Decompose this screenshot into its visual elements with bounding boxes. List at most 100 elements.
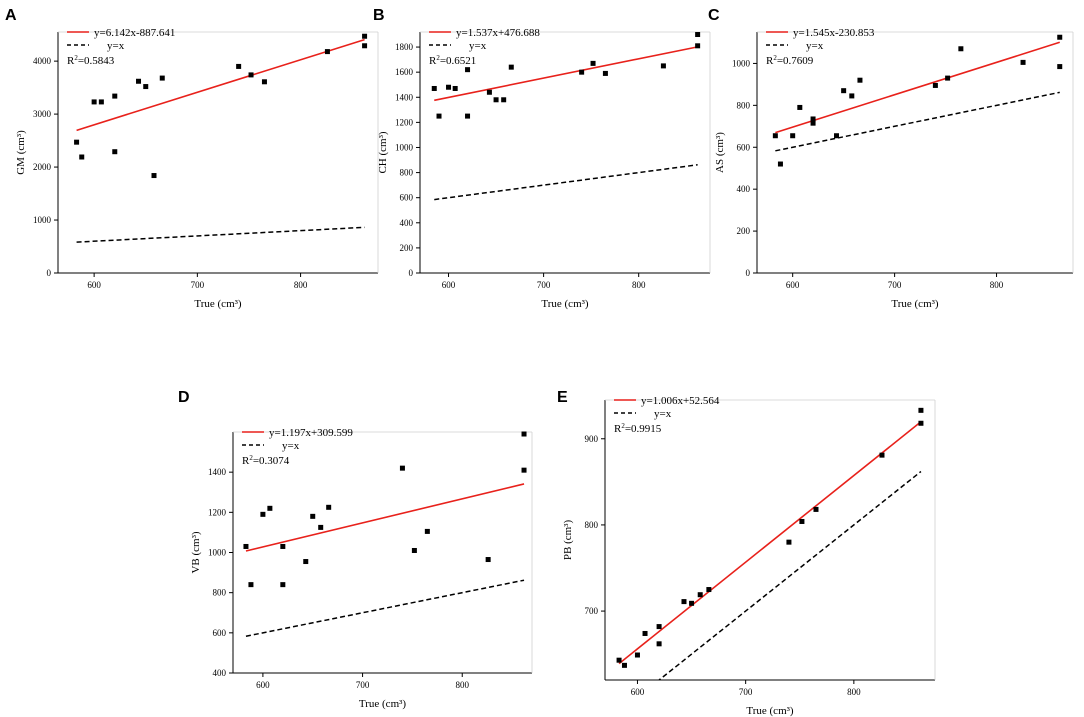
legend-fit-label: y=1.545x-230.853	[793, 27, 875, 39]
data-point	[112, 93, 118, 99]
data-point	[431, 85, 437, 91]
data-point	[248, 582, 254, 588]
data-point	[112, 149, 118, 155]
data-point	[236, 63, 242, 69]
data-point	[326, 504, 332, 510]
data-point	[143, 84, 149, 90]
data-point	[136, 78, 142, 84]
legend-r2-label: R2=0.9915	[614, 422, 662, 435]
legend-r2-label: R2=0.6521	[429, 54, 476, 67]
y-tick-label: 1600	[395, 67, 414, 77]
y-tick-label: 1800	[395, 42, 414, 52]
data-point	[786, 539, 792, 545]
x-axis-title: True (cm³)	[541, 298, 589, 310]
data-point	[424, 528, 430, 534]
x-tick-label: 600	[87, 280, 101, 290]
data-point	[436, 113, 442, 119]
y-tick-label: 0	[746, 268, 751, 278]
data-point	[1057, 34, 1063, 40]
legend-r2-label: R2=0.7609	[766, 54, 814, 67]
data-point	[857, 77, 863, 83]
data-point	[260, 511, 266, 517]
data-point	[810, 116, 816, 122]
y-tick-label: 700	[585, 606, 599, 616]
panel-letter: B	[373, 7, 385, 24]
x-tick-label: 600	[442, 280, 456, 290]
identity-line	[245, 579, 525, 637]
x-tick-label: 800	[294, 280, 308, 290]
y-axis-title: VB (cm³)	[190, 531, 202, 573]
data-point	[849, 93, 855, 99]
y-tick-label: 400	[213, 668, 227, 678]
data-point	[508, 64, 514, 70]
x-axis-title: True (cm³)	[746, 705, 794, 717]
data-point	[362, 43, 368, 49]
data-point	[602, 70, 608, 76]
data-point	[280, 543, 286, 549]
data-point	[697, 592, 703, 598]
panel-a: A 600 700 800 0 1000 2000 3000 4000 True (cm³) GM …	[5, 7, 379, 310]
data-point	[465, 67, 471, 73]
y-axis-title: PB (cm³)	[562, 520, 574, 561]
data-point	[485, 557, 491, 563]
data-point	[656, 641, 662, 647]
y-tick-label: 1400	[395, 92, 414, 102]
y-axis-title: CH (cm³)	[377, 131, 389, 173]
data-point	[689, 600, 695, 606]
regression-line	[245, 483, 525, 552]
y-tick-label: 200	[737, 226, 751, 236]
y-tick-label: 800	[213, 588, 227, 598]
y-tick-label: 400	[400, 218, 414, 228]
regression-line	[434, 46, 698, 102]
data-point	[501, 97, 507, 103]
y-tick-label: 1000	[732, 58, 751, 68]
data-point	[799, 518, 805, 524]
x-tick-label: 700	[356, 680, 370, 690]
x-tick-label: 600	[786, 280, 800, 290]
data-point	[797, 104, 803, 110]
legend-fit-label: y=6.142x-887.641	[94, 27, 175, 39]
regression-line	[76, 38, 365, 132]
y-axis-title: GM (cm³)	[15, 130, 27, 175]
y-tick-label: 200	[400, 243, 414, 253]
x-tick-label: 800	[847, 687, 861, 697]
data-point	[91, 99, 97, 105]
y-tick-label: 600	[737, 142, 751, 152]
data-point	[621, 662, 627, 668]
data-point	[918, 420, 924, 426]
x-tick-label: 700	[888, 280, 902, 290]
panel-letter: A	[5, 7, 17, 24]
data-point	[452, 85, 458, 91]
legend-r2-label: R2=0.3074	[242, 454, 290, 467]
data-point	[79, 154, 85, 160]
data-point	[324, 49, 330, 55]
y-tick-label: 400	[737, 184, 751, 194]
data-point	[579, 69, 585, 75]
data-point	[681, 599, 687, 605]
data-point	[486, 89, 492, 95]
y-tick-label: 1200	[208, 507, 227, 517]
data-point	[446, 84, 452, 90]
identity-line	[775, 91, 1060, 152]
y-tick-label: 4000	[33, 56, 52, 66]
identity-line	[434, 164, 698, 201]
y-tick-label: 600	[213, 628, 227, 638]
data-point	[1057, 64, 1063, 70]
data-point	[248, 72, 254, 78]
y-tick-label: 800	[585, 520, 599, 530]
x-tick-label: 700	[537, 280, 551, 290]
data-point	[151, 173, 157, 179]
data-point	[777, 161, 783, 167]
x-axis-title: True (cm³)	[194, 298, 242, 310]
data-point	[318, 524, 324, 530]
data-point	[1020, 59, 1026, 65]
panel-letter: D	[178, 389, 190, 406]
data-point	[399, 465, 405, 471]
data-point	[303, 559, 309, 565]
data-point	[879, 452, 885, 458]
data-point	[813, 506, 819, 512]
y-tick-label: 900	[585, 434, 599, 444]
legend-identity-label: y=x	[282, 440, 300, 452]
data-point	[280, 582, 286, 588]
x-tick-label: 600	[631, 687, 645, 697]
